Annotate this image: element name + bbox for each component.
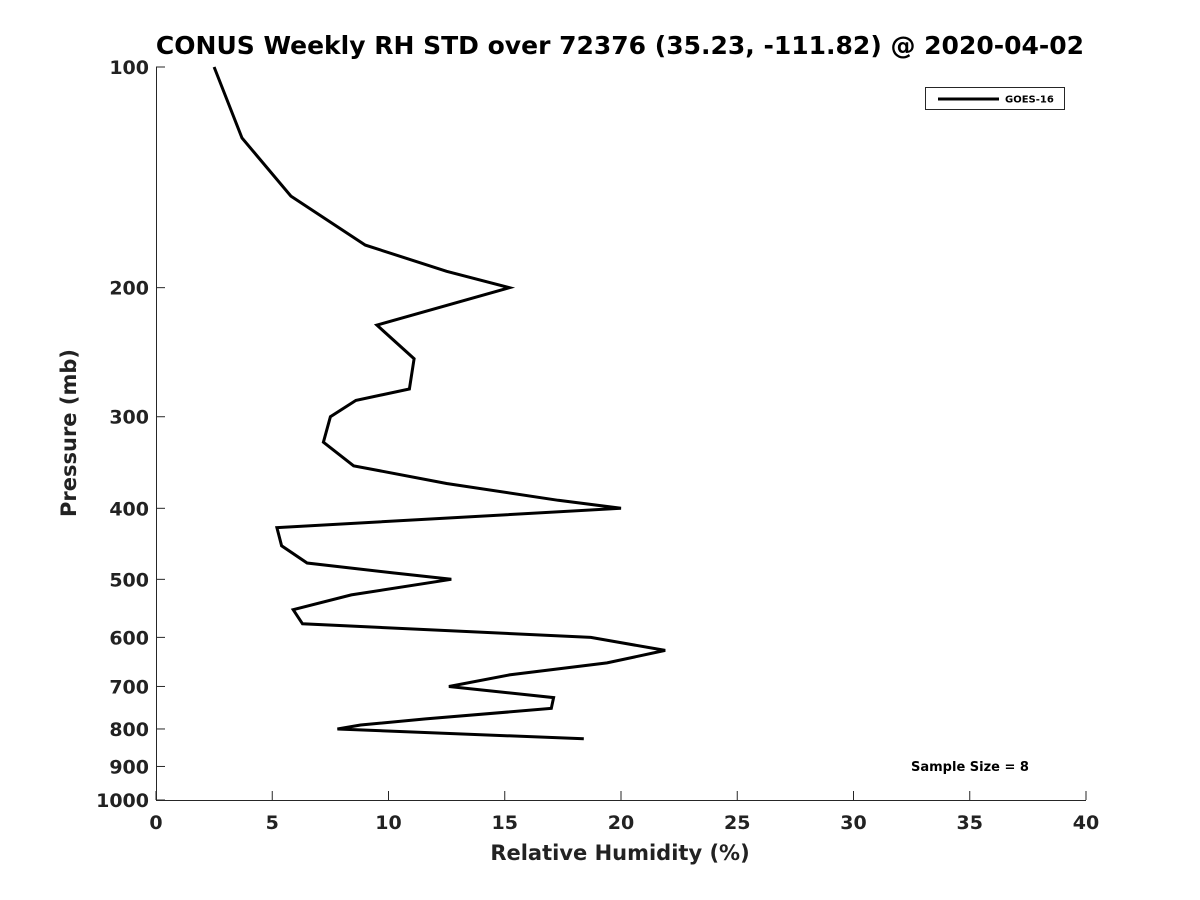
legend: GOES-16 (925, 87, 1065, 110)
x-tick-label: 30 (840, 812, 866, 834)
chart-title: CONUS Weekly RH STD over 72376 (35.23, -… (156, 31, 1084, 60)
sample-size-annotation: Sample Size = 8 (911, 760, 1029, 775)
legend-label-goes16: GOES-16 (1005, 95, 1054, 106)
x-tick-label: 15 (492, 812, 518, 834)
y-tick-label: 500 (109, 569, 149, 591)
x-axis-label: Relative Humidity (%) (490, 841, 749, 865)
x-tick-label: 35 (957, 812, 983, 834)
x-tick-label: 20 (608, 812, 634, 834)
axes (156, 67, 1086, 801)
y-axis-label: Pressure (mb) (57, 349, 81, 517)
x-tick-label: 10 (375, 812, 401, 834)
x-tick-label: 25 (724, 812, 750, 834)
y-tick-label: 300 (109, 407, 149, 429)
y-tick-label: 900 (109, 756, 149, 778)
x-tick-label: 0 (149, 812, 162, 834)
x-tick-label: 40 (1073, 812, 1099, 834)
y-tick-label: 600 (109, 627, 149, 649)
axis-ticks: 0 5 10 15 20 25 30 35 40 100 200 300 400 500 600 700 800… (96, 57, 1099, 834)
y-tick-label: 200 (109, 278, 149, 300)
y-tick-label: 400 (109, 498, 149, 520)
y-tick-label: 1000 (96, 790, 149, 812)
series-line-goes16 (212, 66, 666, 741)
y-tick-label: 700 (109, 676, 149, 698)
y-tick-label: 100 (109, 57, 149, 79)
y-tick-label: 800 (109, 719, 149, 741)
x-tick-label: 5 (266, 812, 279, 834)
